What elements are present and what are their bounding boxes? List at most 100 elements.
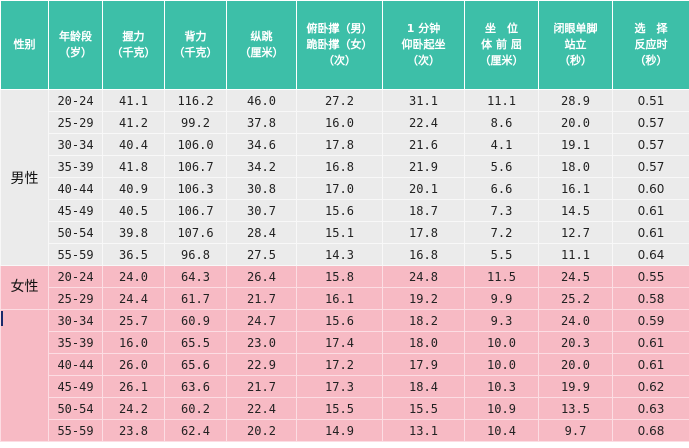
value-cell: 26.1 [102, 375, 165, 398]
value-cell: 18.2 [382, 309, 465, 332]
value-cell: 7.3 [464, 199, 539, 222]
column-header: 俯卧撑（男） 跪卧撑（女） （次） [296, 0, 383, 90]
value-cell: 14.5 [538, 199, 613, 222]
value-cell: 20.0 [538, 353, 613, 376]
value-cell: 19.1 [538, 133, 613, 156]
column-header-line: （次） [323, 54, 356, 67]
value-cell: 26.4 [226, 265, 297, 288]
value-cell: 16.8 [296, 155, 383, 178]
column-header-line: 背力 [184, 30, 207, 43]
value-cell: 0.59 [612, 309, 689, 332]
value-cell: 41.8 [102, 155, 165, 178]
column-header: 握力 （千克） [102, 0, 165, 90]
value-cell: 9.3 [464, 309, 539, 332]
value-cell: 21.6 [382, 133, 465, 156]
value-cell: 0.57 [612, 111, 689, 134]
age-group-cell: 25-29 [48, 287, 103, 310]
value-cell: 14.9 [296, 419, 383, 442]
value-cell: 22.4 [382, 111, 465, 134]
value-cell: 16.0 [102, 331, 165, 354]
value-cell: 23.8 [102, 419, 165, 442]
value-cell: 26.0 [102, 353, 165, 376]
value-cell: 9.9 [464, 287, 539, 310]
age-group-cell: 30-34 [48, 133, 103, 156]
value-cell: 15.5 [296, 397, 383, 420]
value-cell: 62.4 [164, 419, 227, 442]
value-cell: 60.2 [164, 397, 227, 420]
table-row: 25-29 24.4 61.7 21.7 16.1 19.2 9.9 25.2 0.58 [1, 287, 689, 310]
value-cell: 60.9 [164, 309, 227, 332]
value-cell: 24.5 [538, 265, 613, 288]
table-row: 45-49 26.1 63.6 21.7 17.3 18.4 10.3 19.9 0.62 [1, 375, 689, 398]
table-row: 女性 20-24 24.0 64.3 26.4 15.8 24.8 11.5 24.5 0.55 [0, 265, 689, 310]
value-cell: 37.8 [226, 111, 297, 134]
header-row: 性别 年龄段 （岁） 握力 （千克） 背力 （千克） 纵跳 （厘米） 俯卧撑（男） 跪卧撑（女） （次… [0, 0, 689, 90]
value-cell: 18.7 [382, 199, 465, 222]
value-cell: 40.4 [102, 133, 165, 156]
age-group-cell: 35-39 [48, 331, 103, 354]
table-row: 45-49 40.5 106.7 30.7 15.6 18.7 7.3 14.5 0.61 [1, 199, 689, 222]
value-cell: 24.0 [538, 309, 613, 332]
value-cell: 34.6 [226, 133, 297, 156]
value-cell: 16.0 [296, 111, 383, 134]
gender-cell-filler [0, 309, 49, 442]
value-cell: 5.6 [464, 155, 539, 178]
value-cell: 25.7 [102, 309, 165, 332]
value-cell: 15.6 [296, 309, 383, 332]
value-cell: 18.4 [382, 375, 465, 398]
column-header-line: （次） [407, 54, 440, 67]
value-cell: 30.8 [226, 177, 297, 200]
value-cell: 96.8 [164, 243, 227, 266]
value-cell: 0.63 [612, 397, 689, 420]
column-header: 纵跳 （厘米） [226, 0, 297, 90]
value-cell: 17.4 [296, 331, 383, 354]
value-cell: 106.3 [164, 177, 227, 200]
column-header-line: 体 前 屈 [481, 38, 522, 51]
value-cell: 11.1 [538, 243, 613, 266]
column-header-line: （岁） [59, 46, 92, 59]
value-cell: 0.58 [612, 287, 689, 310]
value-cell: 0.57 [612, 133, 689, 156]
value-cell: 24.7 [226, 309, 297, 332]
age-group-cell: 35-39 [48, 155, 103, 178]
value-cell: 0.61 [612, 353, 689, 376]
value-cell: 16.8 [382, 243, 465, 266]
age-group-cell: 55-59 [48, 419, 103, 442]
value-cell: 18.0 [382, 331, 465, 354]
value-cell: 13.5 [538, 397, 613, 420]
value-cell: 0.61 [612, 331, 689, 354]
table-row: 35-39 16.0 65.5 23.0 17.4 18.0 10.0 20.3 0.61 [1, 331, 689, 354]
value-cell: 23.0 [226, 331, 297, 354]
table-row: 50-54 39.8 107.6 28.4 15.1 17.8 7.2 12.7 0.61 [1, 221, 689, 244]
column-header-line: 年龄段 [59, 30, 92, 43]
value-cell: 17.9 [382, 353, 465, 376]
value-cell: 34.2 [226, 155, 297, 178]
value-cell: 15.1 [296, 221, 383, 244]
age-group-cell: 40-44 [48, 177, 103, 200]
value-cell: 20.1 [382, 177, 465, 200]
column-header-line: 俯卧撑（男） [306, 22, 373, 35]
value-cell: 24.8 [382, 265, 465, 288]
value-cell: 40.5 [102, 199, 165, 222]
value-cell: 15.8 [296, 265, 383, 288]
value-cell: 17.2 [296, 353, 383, 376]
value-cell: 15.5 [382, 397, 465, 420]
value-cell: 7.2 [464, 221, 539, 244]
age-group-cell: 20-24 [48, 89, 103, 112]
value-cell: 16.1 [538, 177, 613, 200]
age-group-cell: 25-29 [48, 111, 103, 134]
table-body: 男性 20-24 41.1 116.2 46.0 27.2 31.1 11.1 28.9 0.51… [0, 89, 689, 442]
value-cell: 25.2 [538, 287, 613, 310]
column-header: 性别 [0, 0, 49, 90]
value-cell: 22.4 [226, 397, 297, 420]
value-cell: 10.9 [464, 397, 539, 420]
column-header-line: 握力 [122, 30, 145, 43]
table-row: 55-59 23.8 62.4 20.2 14.9 13.1 10.4 9.7 0.68 [1, 419, 689, 442]
column-header-line: 闭眼单脚 [553, 22, 598, 35]
table-row: 50-54 24.2 60.2 22.4 15.5 15.5 10.9 13.5 0.63 [1, 397, 689, 420]
column-header-line: （厘米） [479, 54, 524, 67]
column-header: 选 择反应时 （秒） [612, 0, 689, 90]
value-cell: 106.7 [164, 199, 227, 222]
value-cell: 0.57 [612, 155, 689, 178]
